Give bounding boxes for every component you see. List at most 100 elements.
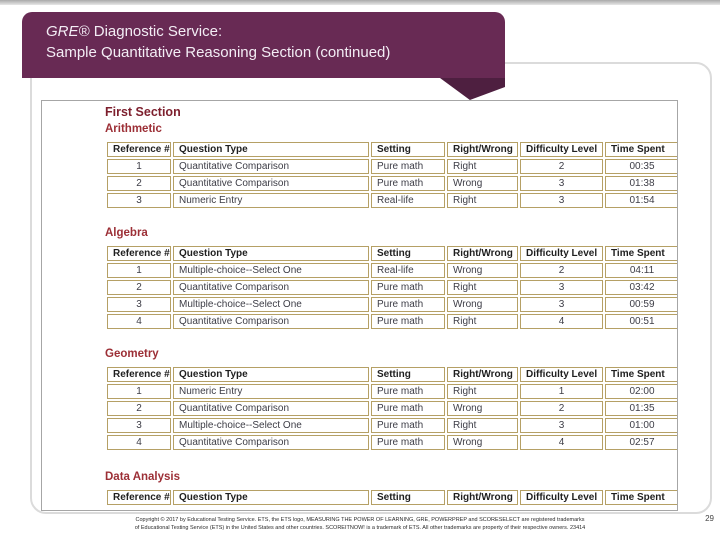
- table-cell: Real-life: [371, 263, 445, 278]
- table-cell: 4: [520, 314, 603, 329]
- table-cell: 01:35: [605, 401, 677, 416]
- table-cell: 3: [520, 280, 603, 295]
- table-cell: Wrong: [447, 263, 518, 278]
- column-header: Time Spent: [605, 490, 677, 505]
- first-section-heading: First Section: [105, 105, 181, 119]
- table-cell: 3: [520, 193, 603, 208]
- column-header: Question Type: [173, 142, 369, 157]
- table-cell: 2: [520, 159, 603, 174]
- table-cell: 01:00: [605, 418, 677, 433]
- table-cell: Multiple-choice--Select One: [173, 297, 369, 312]
- column-header: Time Spent: [605, 367, 677, 382]
- column-header: Setting: [371, 490, 445, 505]
- table-row: 1 Multiple-choice--Select One Real-life Wro…: [107, 263, 677, 278]
- table-cell: 2: [107, 176, 171, 191]
- table-cell: 1: [520, 384, 603, 399]
- data-analysis-table: Reference # Question Type Setting Right/Wro…: [105, 488, 677, 507]
- table-cell: Wrong: [447, 435, 518, 450]
- footer-line2: of Educational Testing Service (ETS) in …: [134, 524, 586, 531]
- table-cell: 2: [107, 280, 171, 295]
- table-cell: 1: [107, 159, 171, 174]
- table-header-row: Reference # Question Type Setting Right/Wro…: [107, 490, 677, 505]
- column-header: Reference #: [107, 246, 171, 261]
- table-cell: 3: [520, 418, 603, 433]
- table-cell: 02:57: [605, 435, 677, 450]
- banner-title-line1: GRE® Diagnostic Service:: [46, 22, 505, 42]
- table-cell: Right: [447, 384, 518, 399]
- gre-brand: GRE®: [46, 23, 90, 40]
- table-cell: Right: [447, 314, 518, 329]
- table-cell: Multiple-choice--Select One: [173, 418, 369, 433]
- table-cell: Wrong: [447, 176, 518, 191]
- table-cell: Numeric Entry: [173, 384, 369, 399]
- column-header: Setting: [371, 246, 445, 261]
- title-banner: GRE® Diagnostic Service: Sample Quantita…: [22, 12, 505, 78]
- table-cell: 4: [520, 435, 603, 450]
- table-cell: 3: [107, 297, 171, 312]
- table-row: 4 Quantitative Comparison Pure math Wrong 4 0…: [107, 435, 677, 450]
- table-cell: Wrong: [447, 401, 518, 416]
- column-header: Time Spent: [605, 246, 677, 261]
- column-header: Difficulty Level: [520, 246, 603, 261]
- geometry-table: Reference # Question Type Setting Right/Wro…: [105, 365, 677, 452]
- arithmetic-heading: Arithmetic: [105, 123, 162, 135]
- table-cell: Pure math: [371, 384, 445, 399]
- table-cell: Quantitative Comparison: [173, 176, 369, 191]
- table-row: 1 Numeric Entry Pure math Right 1 02:00: [107, 384, 677, 399]
- table-cell: Right: [447, 193, 518, 208]
- slide-top-edge: [0, 0, 720, 5]
- table-cell: Pure math: [371, 176, 445, 191]
- footer-line1: Copyright © 2017 by Educational Testing …: [135, 517, 585, 523]
- column-header: Right/Wrong: [447, 142, 518, 157]
- table-cell: Pure math: [371, 418, 445, 433]
- table-cell: Pure math: [371, 314, 445, 329]
- table-cell: Pure math: [371, 280, 445, 295]
- banner-title-line2: Sample Quantitative Reasoning Section (c…: [46, 44, 391, 61]
- column-header: Reference #: [107, 490, 171, 505]
- table-cell: 00:59: [605, 297, 677, 312]
- table-cell: Quantitative Comparison: [173, 280, 369, 295]
- table-cell: Right: [447, 418, 518, 433]
- table-header-row: Reference # Question Type Setting Right/Wro…: [107, 142, 677, 157]
- column-header: Question Type: [173, 246, 369, 261]
- table-cell: 1: [107, 384, 171, 399]
- table-row: 1 Quantitative Comparison Pure math Right 2 0…: [107, 159, 677, 174]
- table-cell: 02:00: [605, 384, 677, 399]
- table-cell: Quantitative Comparison: [173, 435, 369, 450]
- column-header: Reference #: [107, 142, 171, 157]
- table-cell: 03:42: [605, 280, 677, 295]
- column-header: Reference #: [107, 367, 171, 382]
- table-cell: Pure math: [371, 297, 445, 312]
- table-cell: Right: [447, 159, 518, 174]
- column-header: Right/Wrong: [447, 367, 518, 382]
- table-cell: Pure math: [371, 159, 445, 174]
- table-cell: Wrong: [447, 297, 518, 312]
- table-row: 3 Numeric Entry Real-life Right 3 01:54: [107, 193, 677, 208]
- table-row: 2 Quantitative Comparison Pure math Right 3 0…: [107, 280, 677, 295]
- table-cell: 3: [520, 297, 603, 312]
- table-cell: 3: [107, 418, 171, 433]
- table-cell: 3: [107, 193, 171, 208]
- table-cell: 01:38: [605, 176, 677, 191]
- table-cell: 01:54: [605, 193, 677, 208]
- table-cell: 4: [107, 435, 171, 450]
- table-row: 3 Multiple-choice--Select One Pure math Rig…: [107, 418, 677, 433]
- table-cell: 00:35: [605, 159, 677, 174]
- table-cell: 00:51: [605, 314, 677, 329]
- column-header: Question Type: [173, 367, 369, 382]
- table-row: 4 Quantitative Comparison Pure math Right 4 0…: [107, 314, 677, 329]
- banner-title-rest: Diagnostic Service:: [89, 23, 223, 40]
- table-cell: Quantitative Comparison: [173, 401, 369, 416]
- table-cell: Pure math: [371, 435, 445, 450]
- table-cell: 2: [520, 263, 603, 278]
- table-row: 3 Multiple-choice--Select One Pure math Wro…: [107, 297, 677, 312]
- arithmetic-table: Reference # Question Type Setting Right/Wro…: [105, 140, 677, 210]
- column-header: Question Type: [173, 490, 369, 505]
- page-number: 29: [705, 514, 714, 523]
- table-cell: Quantitative Comparison: [173, 159, 369, 174]
- table-cell: 2: [520, 401, 603, 416]
- table-cell: Quantitative Comparison: [173, 314, 369, 329]
- table-row: 2 Quantitative Comparison Pure math Wrong 3 0…: [107, 176, 677, 191]
- table-cell: Right: [447, 280, 518, 295]
- table-cell: Numeric Entry: [173, 193, 369, 208]
